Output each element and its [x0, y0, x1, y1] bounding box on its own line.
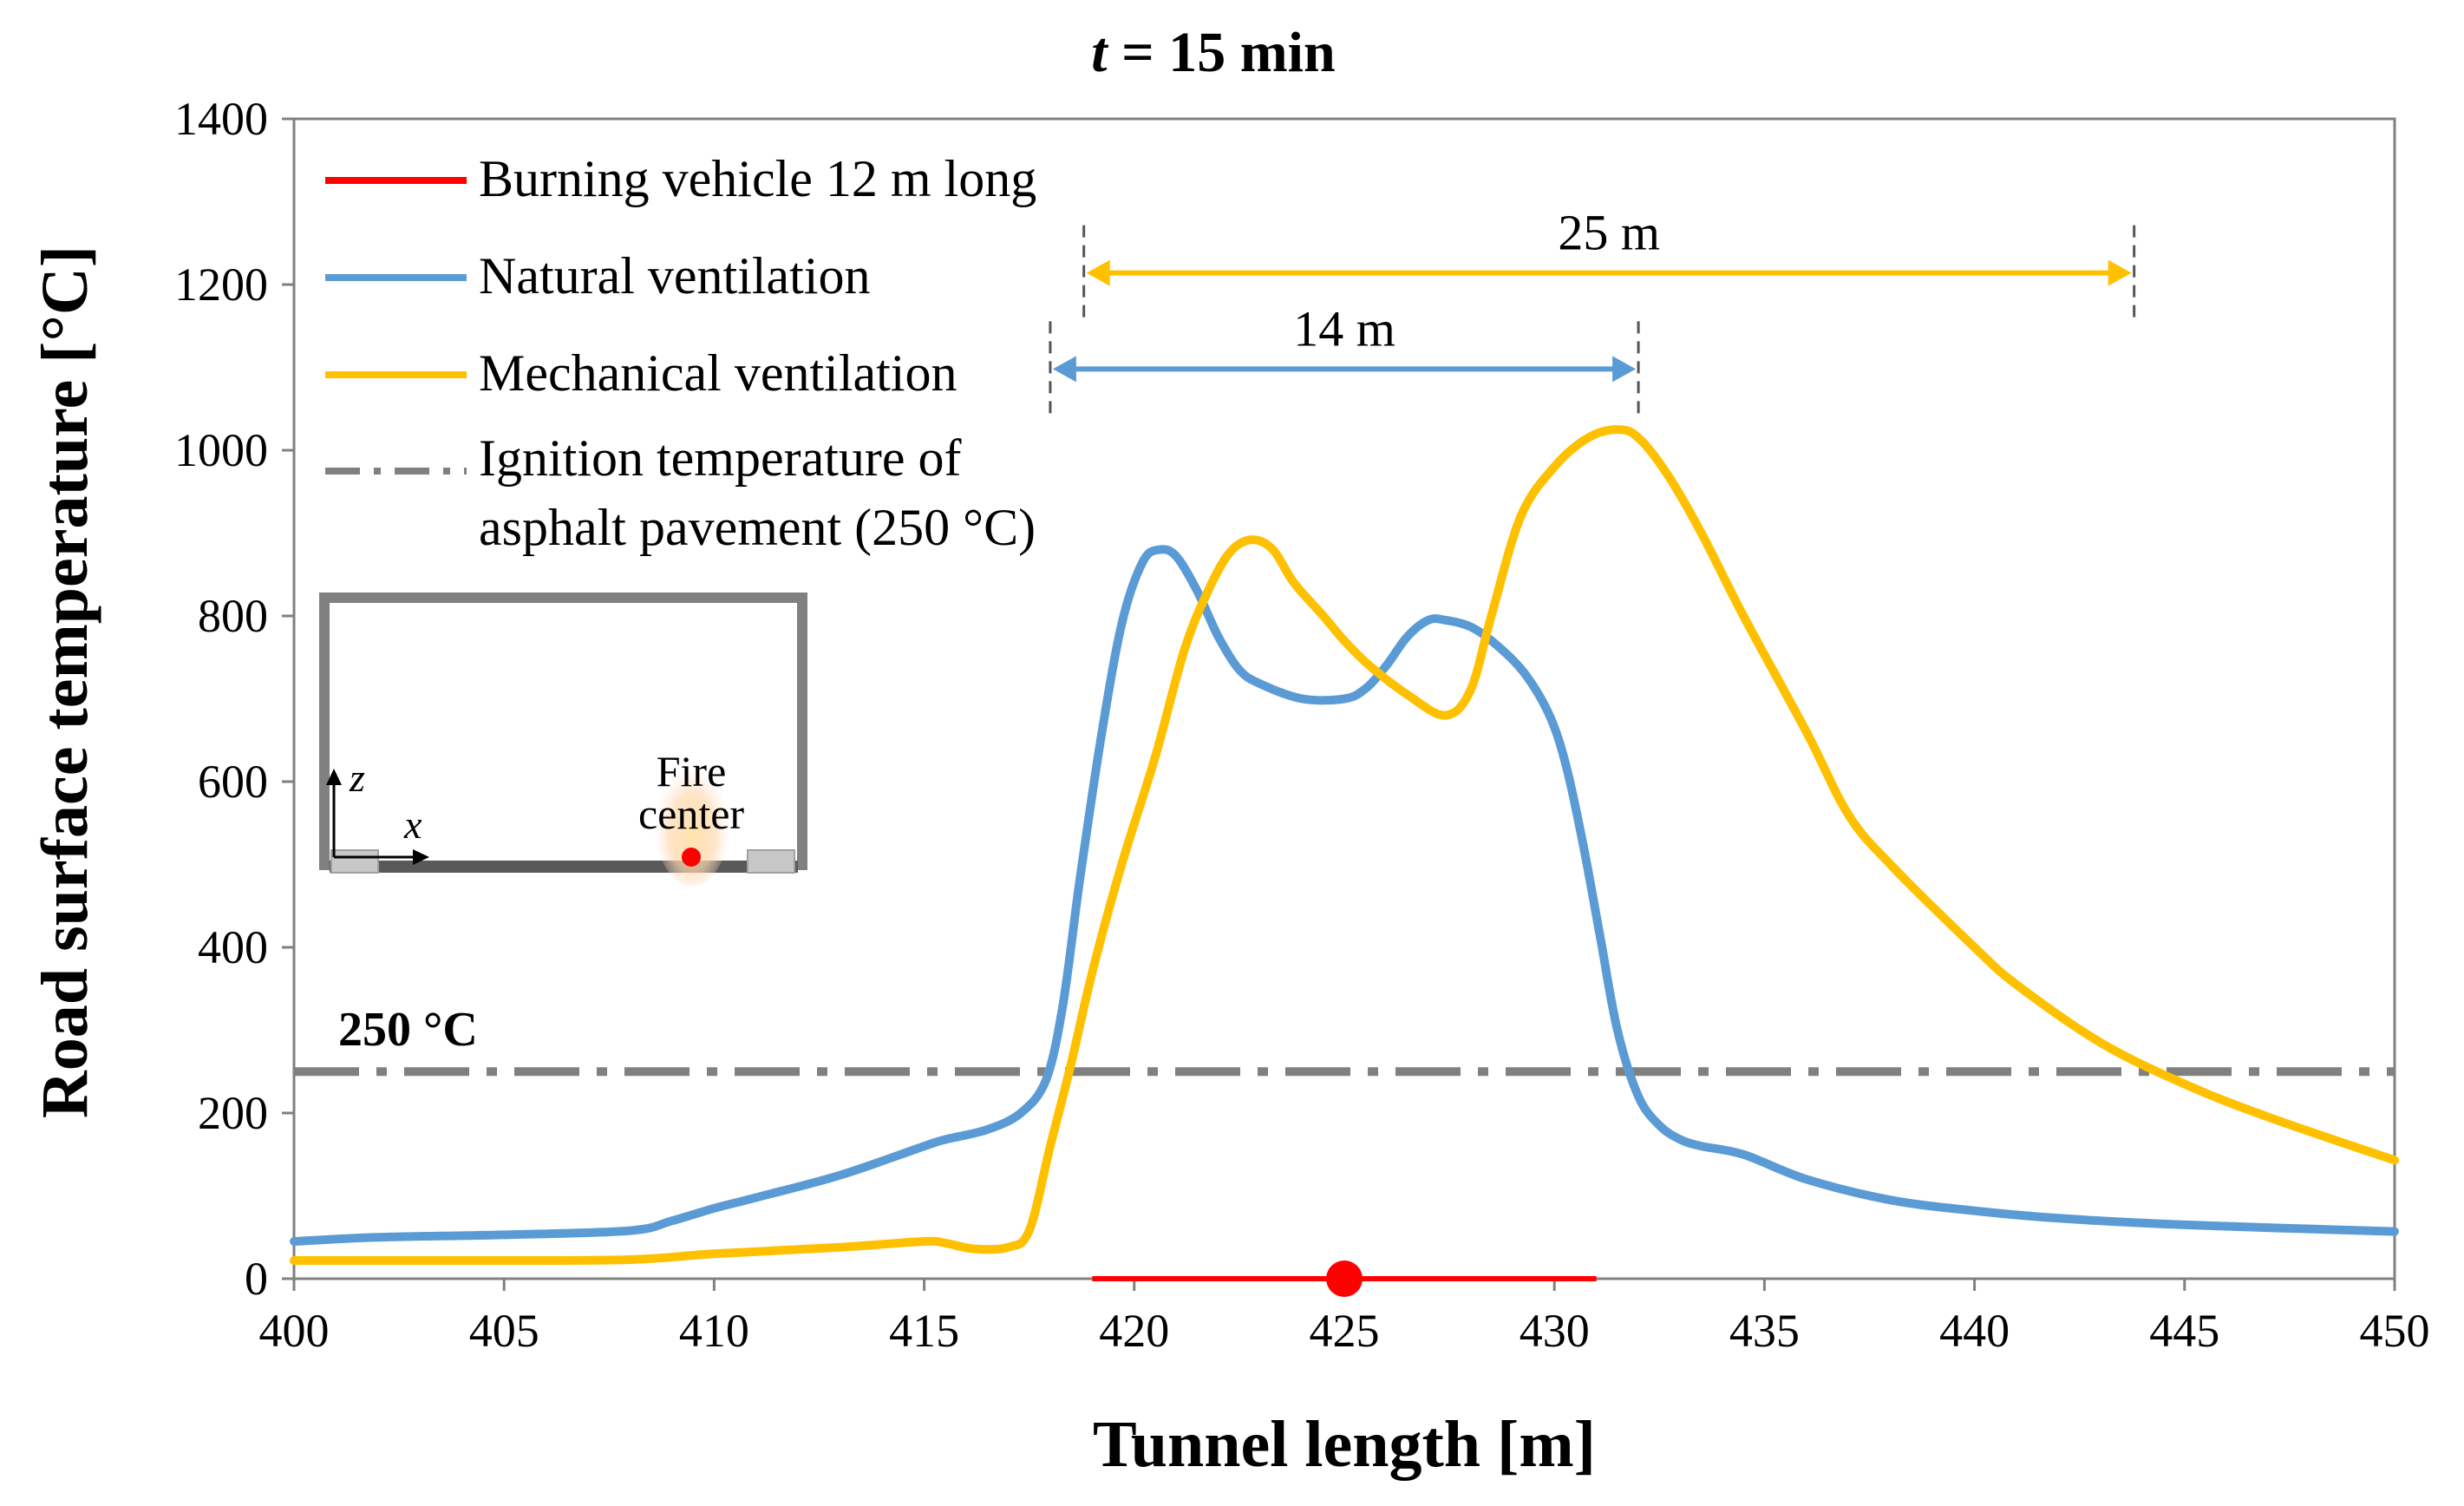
- y-tick-label: 200: [198, 1087, 268, 1139]
- span-dimensions: 14 m 25 m: [1049, 205, 2136, 417]
- y-axis-ticks: 0 200 400 600 800 1000 1200 1400: [174, 93, 294, 1305]
- fire-center-marker: [1326, 1260, 1363, 1297]
- legend-label-mechanical: Mechanical ventilation: [479, 344, 957, 402]
- legend-label-ignition-line2: asphalt pavement (250 °C): [479, 499, 1036, 556]
- y-tick-label: 1200: [174, 259, 268, 311]
- legend-label-natural: Natural ventilation: [479, 247, 871, 304]
- y-tick-label: 600: [198, 756, 268, 808]
- dimension-label-natural: 14 m: [1293, 300, 1395, 357]
- y-tick-label: 400: [198, 921, 268, 973]
- x-tick-label: 420: [1099, 1305, 1169, 1357]
- dimension-arrowhead-left: [1086, 259, 1110, 286]
- chart-title-italic: t: [1091, 21, 1108, 84]
- x-tick-label: 450: [2360, 1305, 2430, 1357]
- y-tick-label: 0: [245, 1253, 268, 1305]
- inset-tunnel-walls: [319, 593, 807, 870]
- y-tick-label: 1000: [174, 424, 268, 476]
- y-tick-label: 1400: [174, 93, 268, 145]
- series-natural-ventilation-line: [290, 545, 2399, 1246]
- legend-label-ignition-line1: Ignition temperature of: [479, 429, 961, 487]
- inset-z-arrowhead: [326, 769, 342, 785]
- x-tick-label: 415: [889, 1305, 959, 1357]
- inset-x-label: x: [403, 802, 422, 847]
- ignition-threshold-label: 250 °C: [338, 1003, 478, 1057]
- x-tick-label: 405: [469, 1305, 539, 1357]
- legend-label-vehicle: Burning vehicle 12 m long: [479, 150, 1036, 207]
- chart-title-rest: = 15 min: [1108, 21, 1336, 84]
- tunnel-inset: Fire center z x: [319, 593, 807, 886]
- inset-z-label: z: [349, 756, 365, 800]
- x-axis-title: Tunnel length [m]: [1093, 1408, 1596, 1481]
- x-tick-label: 425: [1310, 1305, 1380, 1357]
- legend: Burning vehicle 12 m long Natural ventil…: [325, 150, 1036, 556]
- inset-fire-label-line2: center: [638, 789, 744, 838]
- y-axis-title: Road surface temperature [°C]: [29, 246, 101, 1118]
- x-axis-ticks: 400 405 410 415 420 425 430 435 440 445 450: [259, 1279, 2430, 1357]
- flame-icon: [654, 754, 730, 886]
- dimension-arrowhead-left: [1052, 356, 1076, 383]
- x-tick-label: 400: [259, 1305, 330, 1357]
- x-tick-label: 445: [2149, 1305, 2219, 1357]
- x-tick-label: 440: [1939, 1305, 2010, 1357]
- inset-right-block: [747, 849, 795, 874]
- dimension-arrowhead-right: [2108, 259, 2132, 286]
- dimension-label-mechanical: 25 m: [1558, 205, 1660, 261]
- y-tick-label: 800: [198, 590, 268, 642]
- chart-title: t = 15 min: [1091, 21, 1335, 84]
- inset-fire-label-line1: Fire: [657, 747, 727, 796]
- x-tick-label: 435: [1729, 1305, 1800, 1357]
- inset-x-arrowhead: [413, 849, 429, 865]
- inset-road-surface: [330, 861, 798, 873]
- x-tick-label: 430: [1520, 1305, 1590, 1357]
- series-mechanical-ventilation-line: [290, 425, 2399, 1266]
- inset-fire-center-dot: [682, 848, 701, 867]
- inset-left-block: [330, 849, 379, 874]
- dimension-arrowhead-right: [1612, 356, 1637, 383]
- x-tick-label: 410: [679, 1305, 749, 1357]
